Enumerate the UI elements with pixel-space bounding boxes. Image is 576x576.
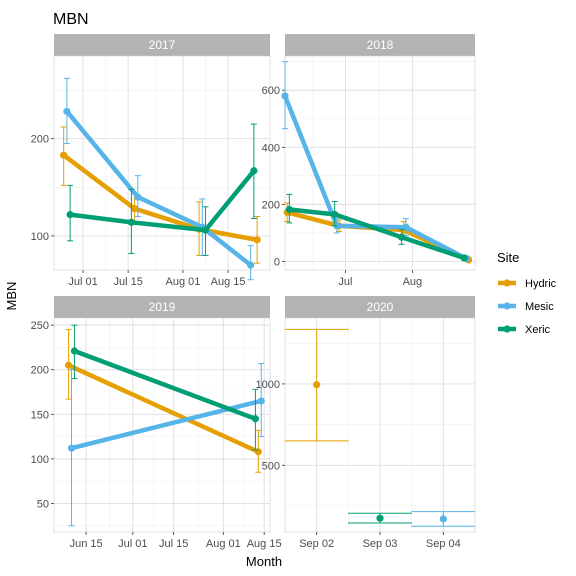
data-point xyxy=(460,254,468,262)
y-tick-label: 200 xyxy=(31,365,49,377)
x-tick-label: Aug 01 xyxy=(206,538,241,550)
data-point xyxy=(251,415,260,423)
y-tick-label: 50 xyxy=(37,498,49,510)
data-point xyxy=(439,515,447,523)
panel-2017: 2017 100 200 Jul 01 Jul 15 Aug 01 Aug 15 xyxy=(31,34,271,288)
data-point xyxy=(253,236,261,244)
y-axis-title: MBN xyxy=(4,282,19,311)
y-tick-label: 150 xyxy=(31,409,49,421)
y-tick-label: 1000 xyxy=(256,379,280,391)
x-tick-label: Jul 01 xyxy=(118,538,147,550)
legend-key-point xyxy=(503,302,511,310)
panel-strip xyxy=(54,296,270,318)
panel-background xyxy=(284,55,476,271)
y-tick-label: 400 xyxy=(262,142,280,154)
data-point xyxy=(376,514,384,522)
panel-2020: 2020 500 1000 Sep 02 Sep 03 Sep 04 xyxy=(256,296,476,550)
legend-entry-hydric: Hydric xyxy=(498,278,557,290)
data-point xyxy=(66,210,74,219)
series-xeric xyxy=(285,193,468,262)
x-tick-label: Sep 02 xyxy=(299,538,334,550)
data-point xyxy=(127,218,135,226)
x-tick-label: Jul xyxy=(338,276,352,288)
legend-label: Mesic xyxy=(525,301,554,313)
series-hydric xyxy=(284,328,349,442)
panel-strip-label: 2020 xyxy=(367,300,394,314)
data-point xyxy=(247,261,255,269)
x-tick-label: Aug 15 xyxy=(211,276,246,288)
data-point xyxy=(250,167,258,175)
legend-title: Site xyxy=(497,250,519,265)
x-tick-label: Jul 15 xyxy=(113,276,142,288)
data-point xyxy=(63,107,71,116)
data-point xyxy=(313,381,321,389)
legend-key-point xyxy=(503,279,511,287)
series-line xyxy=(67,168,257,233)
panel-2018: 2018 0 200 400 600 Jul Aug xyxy=(262,34,476,288)
data-point xyxy=(285,205,293,214)
data-point xyxy=(201,226,210,234)
x-tick-label: Sep 03 xyxy=(363,538,398,550)
y-tick-label: 200 xyxy=(262,199,280,211)
legend-entry-xeric: Xeric xyxy=(498,324,551,336)
series-line xyxy=(287,207,467,261)
chart-title: MBN xyxy=(53,11,89,28)
legend-key-point xyxy=(503,325,511,333)
y-tick-label: 0 xyxy=(274,256,280,268)
panel-strip xyxy=(285,296,475,318)
series-line xyxy=(72,348,258,422)
legend-label: Hydric xyxy=(525,278,557,290)
legend-label: Xeric xyxy=(525,324,551,336)
y-tick-label: 250 xyxy=(31,320,49,332)
x-tick-label: Jun 15 xyxy=(70,538,103,550)
x-tick-label: Aug 01 xyxy=(166,276,201,288)
data-point xyxy=(397,233,406,241)
x-tick-label: Sep 04 xyxy=(426,538,461,550)
y-tick-label: 200 xyxy=(31,134,49,146)
panel-strip xyxy=(54,34,270,56)
data-point xyxy=(281,92,289,100)
data-point xyxy=(64,361,73,369)
data-point xyxy=(331,210,339,218)
x-tick-label: Jul 01 xyxy=(68,276,97,288)
data-point xyxy=(70,347,79,355)
y-tick-label: 500 xyxy=(262,460,280,472)
data-point xyxy=(67,444,76,452)
panel-strip xyxy=(285,34,475,56)
y-tick-label: 100 xyxy=(31,231,49,243)
series-line xyxy=(64,109,253,268)
x-tick-label: Aug xyxy=(403,276,423,288)
data-point xyxy=(257,397,265,405)
series-mesic xyxy=(411,511,476,527)
x-tick-label: Aug 15 xyxy=(247,538,282,550)
data-point xyxy=(134,193,142,201)
series-xeric xyxy=(70,324,260,451)
x-tick-label: Jul 15 xyxy=(159,538,188,550)
x-axis-title: Month xyxy=(246,554,282,569)
series-line xyxy=(61,152,260,243)
panel-strip-label: 2017 xyxy=(149,38,176,52)
legend: Site Hydric Mesic Xeric xyxy=(497,250,557,336)
panel-2019: 2019 50 100 150 200 250 Jun 15 Jul 01 Jul 15 Aug … xyxy=(31,296,282,550)
series-line xyxy=(66,363,261,455)
y-tick-label: 100 xyxy=(31,454,49,466)
panel-strip-label: 2018 xyxy=(367,38,394,52)
panel-strip-label: 2019 xyxy=(149,300,176,314)
series-xeric xyxy=(66,123,258,256)
series-xeric xyxy=(348,512,412,524)
y-tick-label: 600 xyxy=(262,85,280,97)
data-point xyxy=(130,205,139,213)
data-point xyxy=(60,151,68,159)
legend-entry-mesic: Mesic xyxy=(498,301,554,313)
